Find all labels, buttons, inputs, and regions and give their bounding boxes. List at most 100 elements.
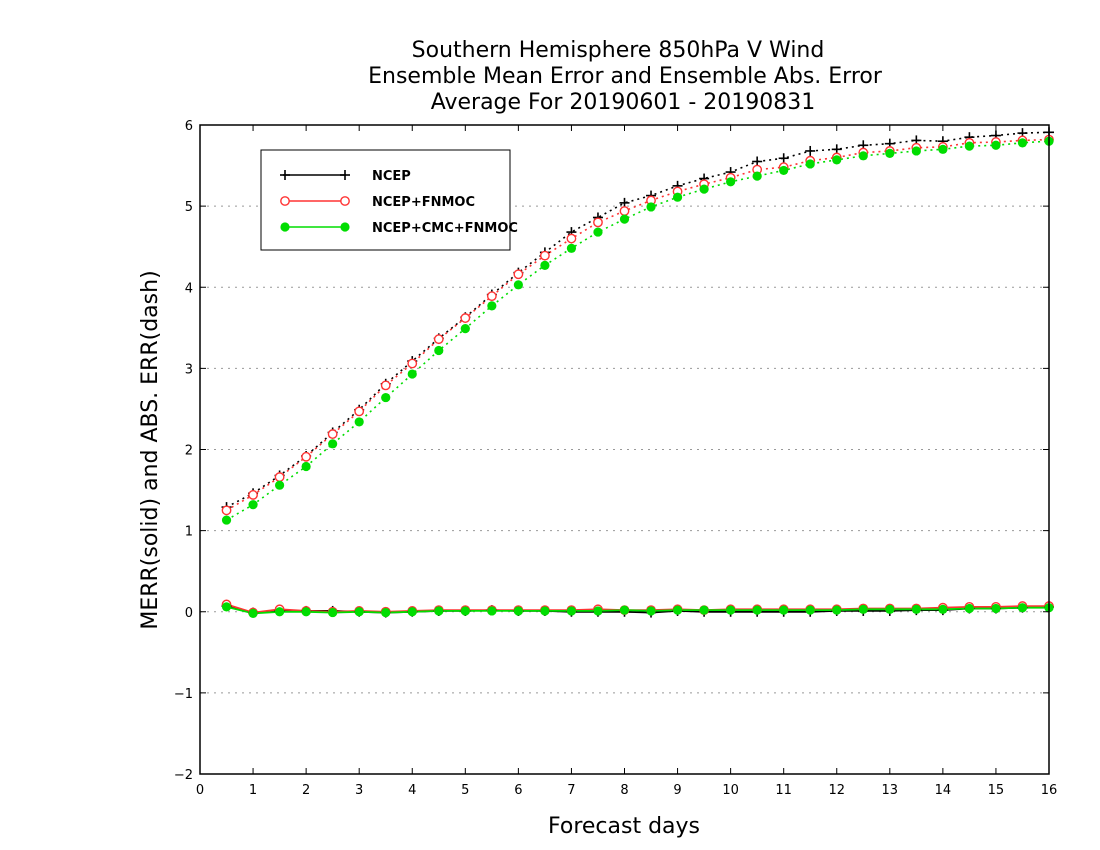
abs-err-point-ncep-cmc-fnmoc [646, 202, 656, 212]
mean-err-point-ncep-cmc-fnmoc [274, 607, 285, 617]
mean-err-point-ncep-cmc-fnmoc [248, 608, 258, 618]
mean-err-point-ncep-cmc-fnmoc [779, 605, 789, 615]
abs-err-point-ncep-cmc-fnmoc [672, 192, 683, 202]
abs-err-point-ncep-cmc-fnmoc [487, 301, 497, 311]
mean-err-point-ncep-cmc-fnmoc [646, 606, 656, 616]
mean-err-point-ncep-cmc-fnmoc [381, 607, 391, 618]
mean-err-point-ncep-cmc-fnmoc [407, 607, 417, 617]
legend-label-ncep-fnmoc: NCEP+FNMOC [372, 195, 475, 210]
x-tick-label: 2 [302, 783, 310, 798]
abs-err-point-ncep-cmc-fnmoc [911, 146, 921, 156]
legend-box [260, 149, 511, 251]
x-tick-label: 5 [461, 783, 469, 798]
mean-err-point-ncep-cmc-fnmoc [805, 605, 815, 615]
legend-label-ncep-cmc-fnmoc: NCEP+CMC+FNMOC [372, 221, 518, 236]
x-tick-label: 13 [882, 783, 899, 798]
abs-err-point-ncep-cmc-fnmoc [407, 369, 417, 379]
legend-marker-ncep-fnmoc [340, 196, 350, 206]
x-tick-label: 7 [567, 783, 575, 798]
abs-err-point-ncep-fnmoc [354, 406, 365, 417]
y-tick-label: 1 [185, 525, 193, 540]
abs-err-point-ncep-fnmoc [540, 250, 550, 261]
legend-marker-ncep [280, 170, 290, 180]
abs-err-point-ncep-cmc-fnmoc [964, 141, 975, 151]
abs-err-point-ncep-cmc-fnmoc [699, 184, 709, 194]
abs-err-point-ncep-cmc-fnmoc [832, 155, 842, 165]
y-axis: −2 −1 0 1 2 3 4 5 6 [174, 119, 1049, 783]
x-tick-label: 4 [408, 783, 416, 798]
mean-err-point-ncep-cmc-fnmoc [301, 607, 311, 617]
mean-err-point-ncep-cmc-fnmoc [354, 607, 364, 617]
x-tick-label: 11 [775, 783, 792, 798]
abs-err-point-ncep-fnmoc [619, 206, 630, 216]
mean-err-point-ncep-cmc-fnmoc [938, 604, 948, 614]
legend-marker-ncep-fnmoc [280, 196, 290, 206]
abs-err-point-ncep-cmc-fnmoc [752, 171, 762, 181]
y-tick-label: 4 [185, 281, 193, 296]
abs-err-point-ncep-fnmoc [513, 269, 524, 280]
chart-title: Southern Hemisphere 850hPa V Wind Ensemb… [368, 38, 883, 115]
mean-err-point-ncep-cmc-fnmoc [619, 605, 630, 615]
legend: NCEP NCEP+FNMOC NCEP+CMC+FNMOC [260, 149, 518, 251]
mean-err-point-ncep-cmc-fnmoc [832, 605, 842, 615]
abs-err-point-ncep-cmc-fnmoc [221, 515, 232, 525]
mean-err-point-ncep-cmc-fnmoc [434, 606, 444, 616]
y-tick-label: −2 [174, 768, 193, 783]
abs-err-point-ncep-cmc-fnmoc [301, 461, 311, 472]
abs-err-point-ncep-cmc-fnmoc [938, 144, 948, 154]
mean-err-point-ncep-cmc-fnmoc [858, 604, 868, 614]
legend-marker-ncep-cmc-fnmoc [340, 222, 350, 232]
mean-err-point-ncep-cmc-fnmoc [726, 605, 736, 615]
x-axis: 0 1 2 3 4 5 6 7 8 9 10 11 12 13 14 15 16 [196, 125, 1057, 798]
abs-err-point-ncep-fnmoc [566, 233, 577, 244]
abs-err-point-ncep-cmc-fnmoc [328, 439, 338, 449]
mean-err-point-ncep-cmc-fnmoc [991, 603, 1001, 614]
abs-err-point-ncep-fnmoc [460, 313, 471, 323]
abs-err-point-ncep-fnmoc [248, 490, 258, 500]
abs-err-point-ncep-cmc-fnmoc [274, 480, 285, 490]
y-tick-label: 2 [185, 444, 193, 459]
y-tick-label: 6 [185, 119, 193, 134]
mean-err-point-ncep-cmc-fnmoc [752, 605, 762, 615]
abs-err-point-ncep-cmc-fnmoc [248, 500, 258, 510]
abs-err-point-ncep-fnmoc [301, 451, 312, 462]
abs-err-point-ncep [805, 145, 816, 156]
abs-err-point-ncep-cmc-fnmoc [566, 243, 577, 253]
mean-err-point-ncep-cmc-fnmoc [911, 604, 921, 614]
abs-err-point-ncep-fnmoc [221, 505, 232, 516]
mean-err-point-ncep-cmc-fnmoc [699, 605, 709, 615]
mean-err-point-ncep-cmc-fnmoc [885, 604, 895, 614]
abs-err-point-ncep-cmc-fnmoc [805, 159, 815, 169]
y-axis-label: MERR(solid) and ABS. ERR(dash) [138, 270, 163, 629]
mean-err-point-ncep-cmc-fnmoc [328, 607, 338, 618]
x-axis-label: Forecast days [548, 814, 700, 839]
abs-err-point-ncep-cmc-fnmoc [460, 324, 470, 334]
x-tick-label: 0 [196, 783, 204, 798]
abs-err-point-ncep-fnmoc [433, 334, 444, 345]
legend-marker-ncep [340, 170, 350, 180]
mean-err-point-ncep-cmc-fnmoc [540, 606, 550, 616]
mean-err-point-ncep-cmc-fnmoc [221, 602, 232, 612]
x-tick-label: 15 [988, 783, 1005, 798]
title-line-1: Southern Hemisphere 850hPa V Wind [412, 38, 825, 63]
mean-err-point-ncep-cmc-fnmoc [1017, 603, 1028, 613]
abs-err-point-ncep-fnmoc [593, 217, 603, 228]
x-tick-label: 12 [828, 783, 845, 798]
abs-err-point-ncep-fnmoc [327, 429, 338, 439]
y-tick-label: 3 [185, 362, 193, 377]
x-tick-label: 10 [722, 783, 739, 798]
title-line-2: Ensemble Mean Error and Ensemble Abs. Er… [368, 64, 883, 89]
y-tick-label: −1 [174, 687, 193, 702]
abs-err-point-ncep-cmc-fnmoc [540, 260, 550, 270]
abs-err-point-ncep-cmc-fnmoc [779, 165, 789, 176]
abs-err-point-ncep-fnmoc [486, 291, 497, 302]
legend-marker-ncep-cmc-fnmoc [280, 222, 290, 232]
x-tick-label: 16 [1041, 783, 1058, 798]
mean-err-point-ncep-cmc-fnmoc [964, 603, 975, 614]
abs-err-point-ncep-cmc-fnmoc [726, 177, 736, 187]
mean-err-point-ncep-cmc-fnmoc [672, 605, 683, 615]
mean-err-point-ncep-cmc-fnmoc [566, 606, 577, 616]
x-tick-label: 14 [935, 783, 952, 798]
abs-err-point-ncep-cmc-fnmoc [434, 345, 444, 356]
